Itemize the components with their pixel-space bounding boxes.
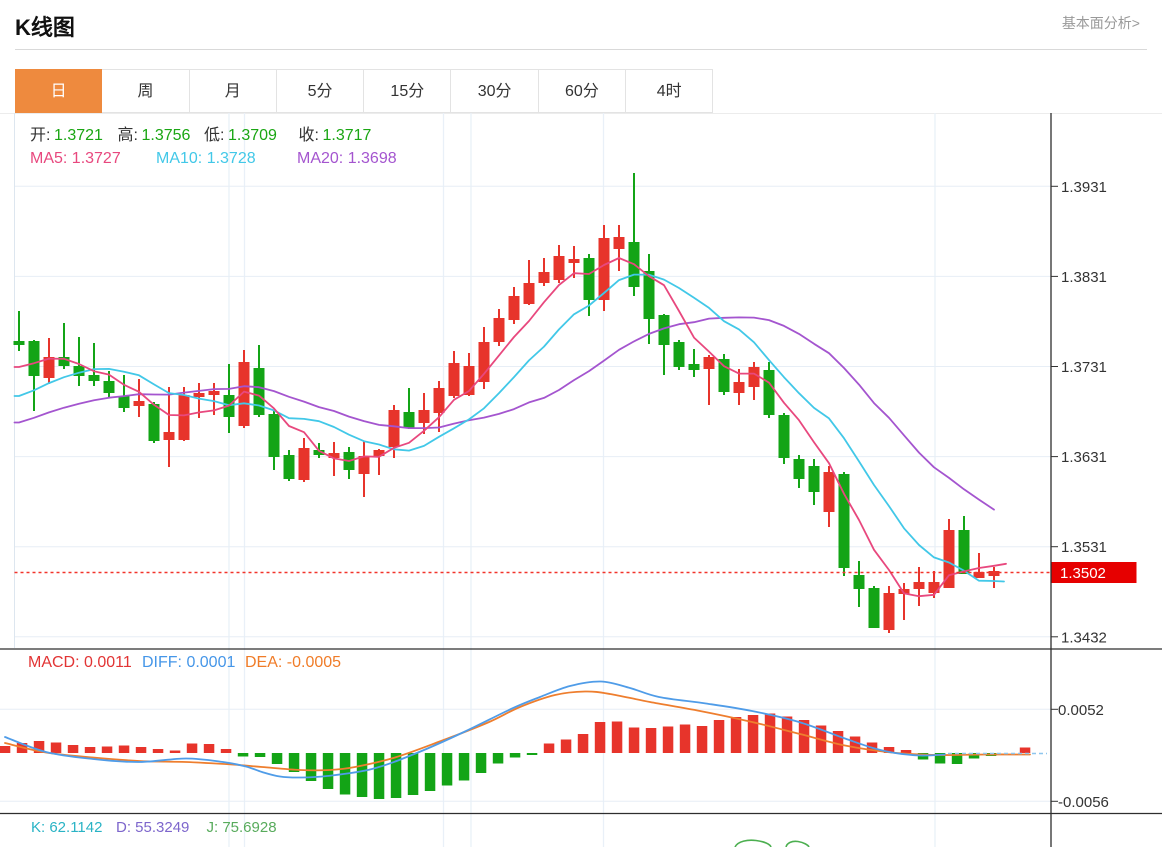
svg-text:1.3931: 1.3931	[1061, 179, 1107, 196]
svg-text:0.0052: 0.0052	[1058, 702, 1104, 719]
svg-text:1.3731: 1.3731	[1061, 359, 1107, 376]
svg-text:J: 75.6928: J: 75.6928	[207, 819, 277, 836]
svg-text:-0.0056: -0.0056	[1058, 794, 1109, 811]
svg-text:MACD: 0.0011: MACD: 0.0011	[28, 654, 132, 671]
svg-text:1.3502: 1.3502	[1060, 565, 1106, 582]
svg-text:1.3831: 1.3831	[1061, 269, 1107, 286]
svg-text:MA10: 1.3728: MA10: 1.3728	[156, 150, 256, 167]
svg-text:高:: 高:	[118, 126, 138, 144]
svg-text:MA5: 1.3727: MA5: 1.3727	[30, 150, 121, 167]
svg-text:开:: 开:	[30, 127, 50, 144]
svg-text:D: 55.3249: D: 55.3249	[116, 819, 189, 836]
svg-text:DEA: -0.0005: DEA: -0.0005	[245, 654, 341, 671]
svg-text:1.3756: 1.3756	[142, 127, 191, 144]
svg-text:收:: 收:	[299, 126, 319, 144]
svg-text:1.3717: 1.3717	[323, 127, 372, 144]
svg-text:1.3631: 1.3631	[1061, 449, 1107, 466]
svg-text:1.3432: 1.3432	[1061, 629, 1107, 646]
svg-text:1.3531: 1.3531	[1061, 539, 1107, 556]
svg-text:K: 62.1142: K: 62.1142	[31, 819, 102, 836]
svg-text:1.3721: 1.3721	[54, 127, 103, 144]
svg-text:MA20: 1.3698: MA20: 1.3698	[297, 150, 397, 167]
svg-text:1.3709: 1.3709	[228, 127, 277, 144]
svg-text:低:: 低:	[204, 126, 224, 144]
svg-text:DIFF: 0.0001: DIFF: 0.0001	[142, 654, 235, 671]
